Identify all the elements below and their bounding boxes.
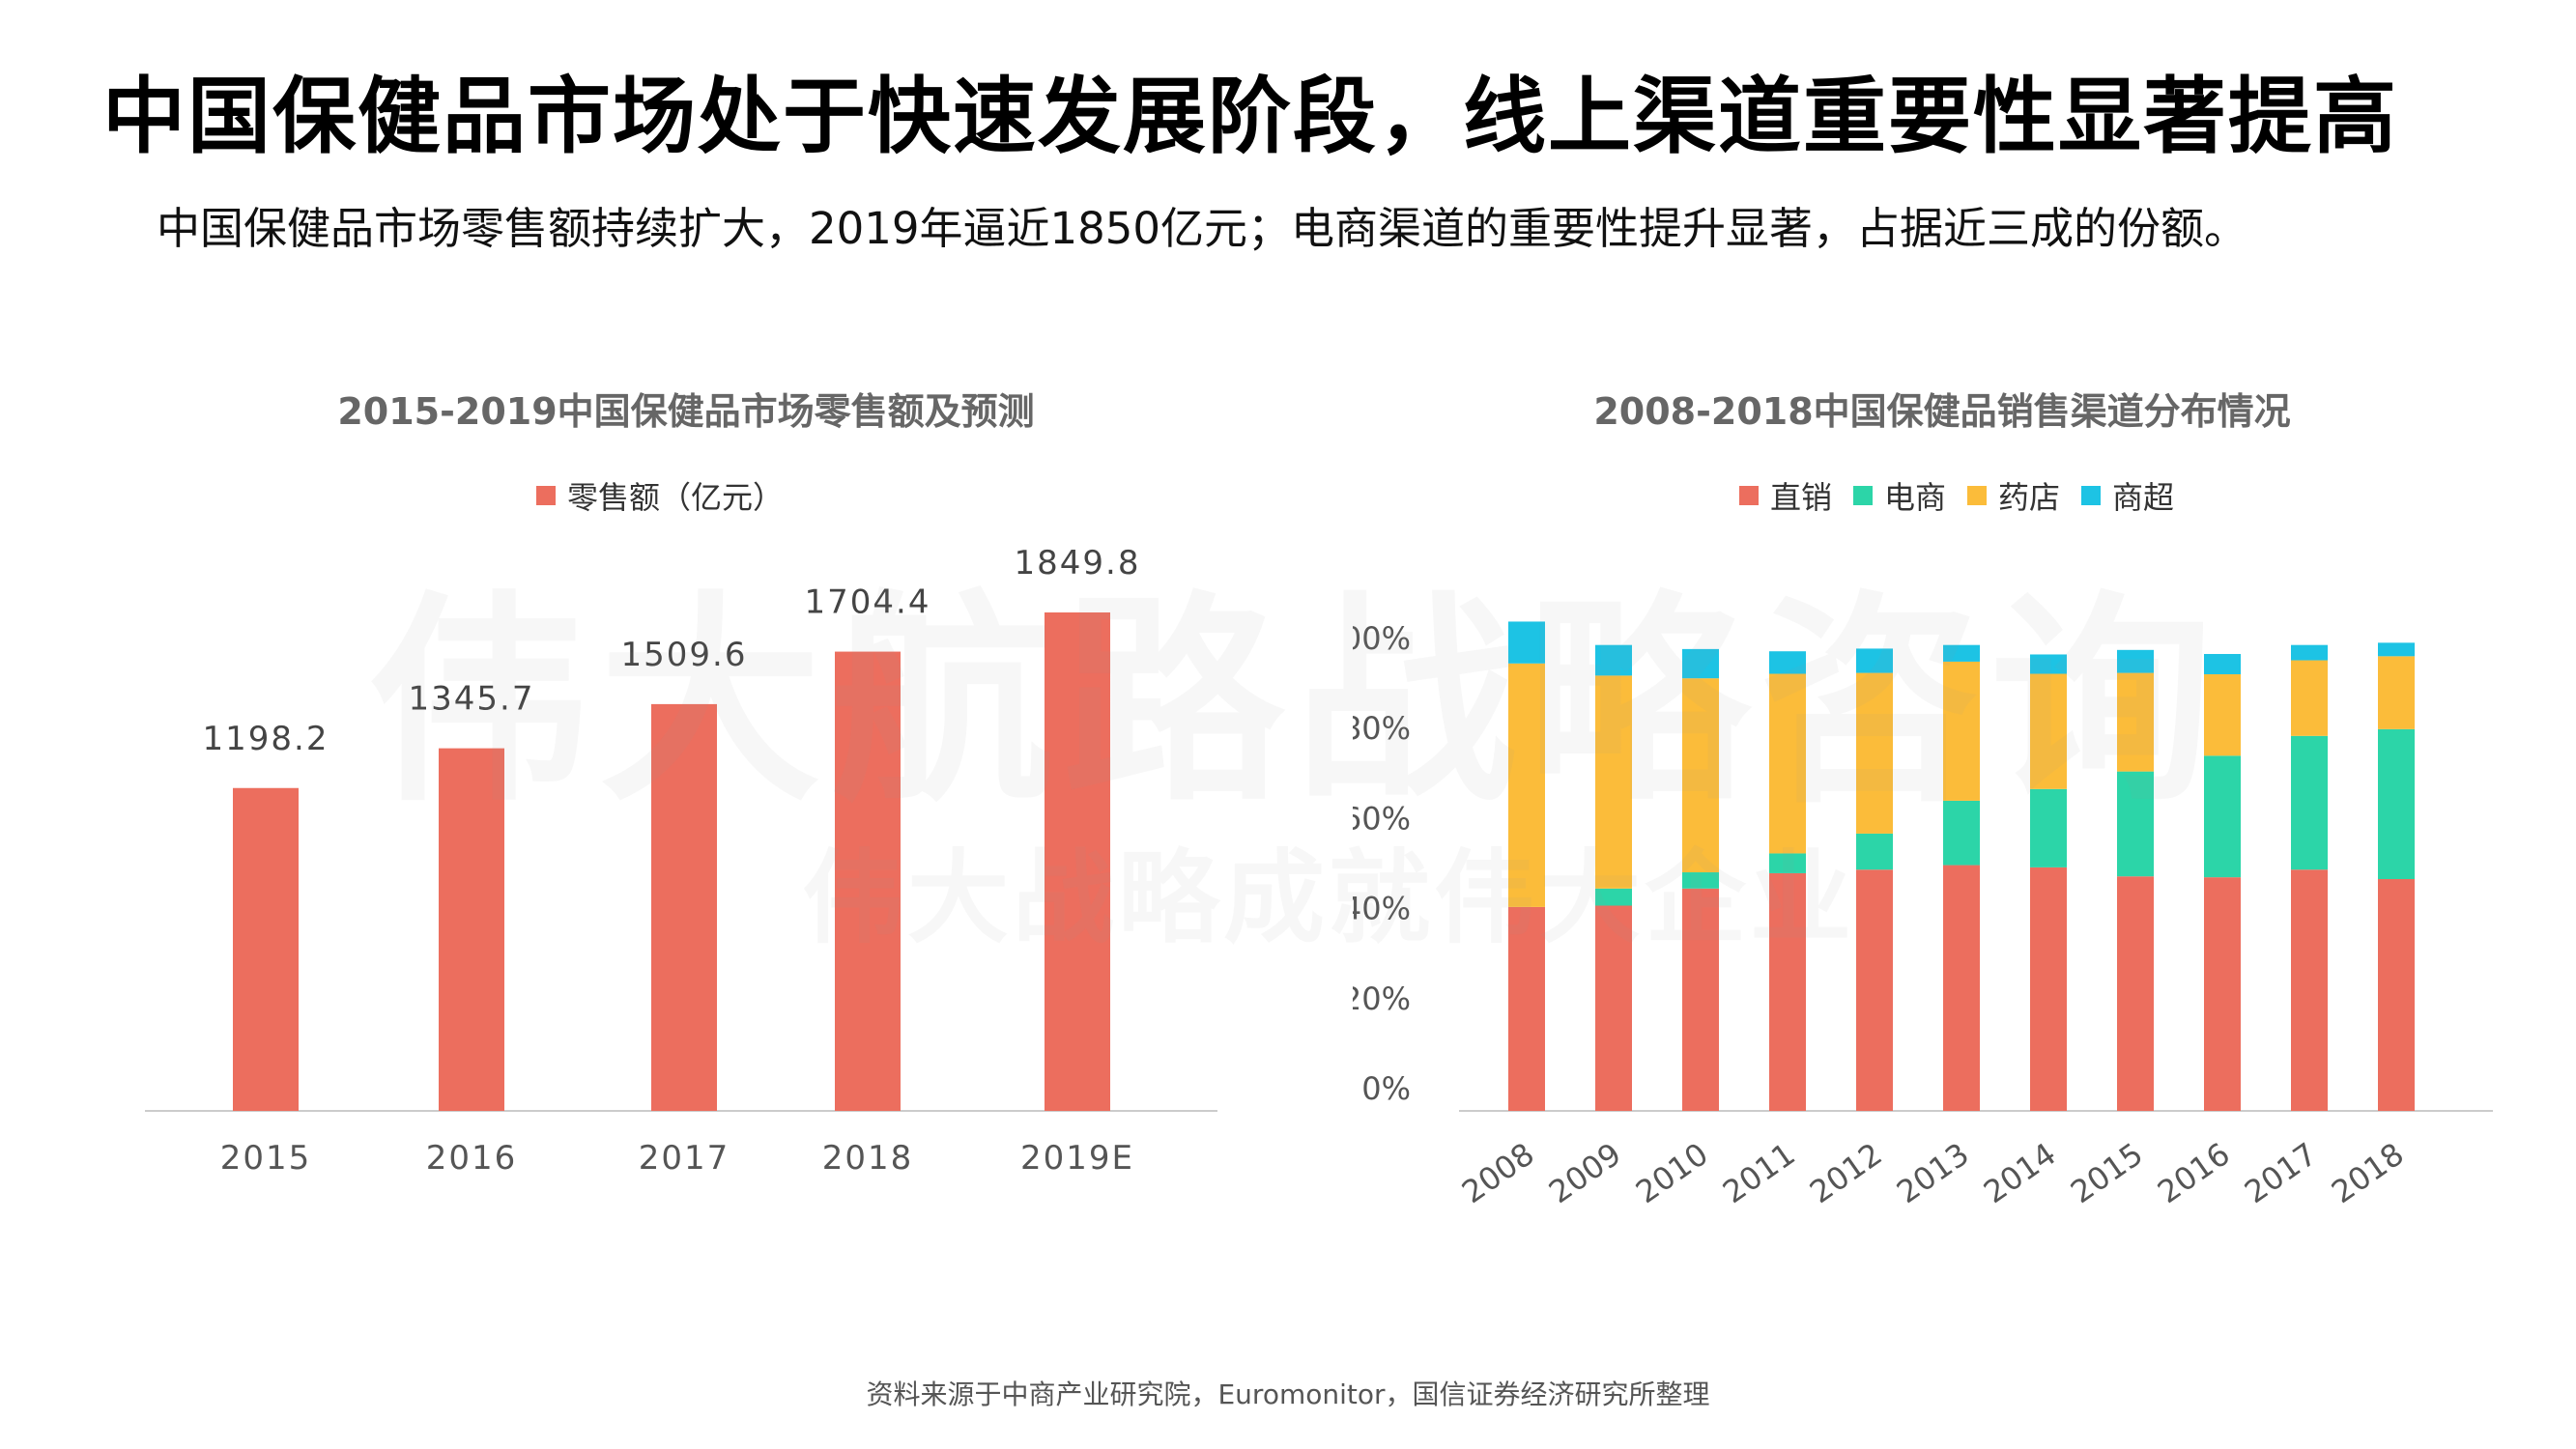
chart1-data-label: 1345.7 bbox=[409, 680, 535, 719]
chart2-bar-segment bbox=[2117, 649, 2154, 673]
chart2-y-tick-label: 40% bbox=[1353, 891, 1411, 927]
chart2-bar-segment bbox=[2030, 673, 2067, 789]
chart2-bar-segment bbox=[1943, 800, 1980, 866]
chart2-legend: 直销 电商 药店 商超 bbox=[1739, 473, 2195, 518]
chart2-legend-swatch bbox=[1739, 486, 1759, 505]
chart1-plot: 1198.2 2015 1345.7 2016 1509.6 2017 1704.4 2018… bbox=[145, 544, 1217, 1178]
chart2-bar-segment bbox=[1508, 906, 1545, 1111]
chart1-x-tick-label: 2017 bbox=[639, 1139, 730, 1178]
chart2-bar-segment bbox=[1595, 888, 1632, 906]
chart1-x-tick-label: 2019E bbox=[1020, 1139, 1134, 1178]
chart2-y-tick-label: 60% bbox=[1353, 800, 1411, 837]
chart2-bar-segment bbox=[2204, 877, 2241, 1111]
chart2-x-tick-label: 2017 bbox=[2238, 1135, 2324, 1210]
chart2-bar-segment bbox=[1508, 621, 1545, 664]
chart2-x-tick-label: 2013 bbox=[1890, 1135, 1976, 1210]
chart2-bar-segment bbox=[2030, 788, 2067, 867]
chart2-x-tick-label: 2014 bbox=[1977, 1135, 2063, 1210]
chart2-bar-segment bbox=[2117, 876, 2154, 1111]
chart1-x-tick-label: 2015 bbox=[220, 1139, 312, 1178]
chart2-x-tick-label: 2011 bbox=[1716, 1135, 1802, 1210]
chart2-x-tick-label: 2009 bbox=[1542, 1135, 1628, 1210]
chart2-legend-swatch bbox=[1853, 486, 1874, 505]
chart1-title: 2015-2019中国保健品市场零售额及预测 bbox=[337, 390, 1035, 433]
chart1-x-tick-label: 2016 bbox=[426, 1139, 518, 1178]
chart2-bar-segment bbox=[1856, 869, 1893, 1111]
chart2-legend-swatch bbox=[1967, 486, 1988, 505]
chart2-x-tick-label: 2008 bbox=[1455, 1135, 1541, 1210]
chart2-bar-segment bbox=[1682, 888, 1719, 1111]
chart2-bar-segment bbox=[1943, 661, 1980, 801]
chart2-legend-label: 直销 bbox=[1770, 479, 1833, 516]
chart1-bar bbox=[835, 651, 901, 1111]
chart2-bar-segment bbox=[1856, 648, 1893, 673]
chart2-bar-segment bbox=[2204, 654, 2241, 674]
chart1-legend-swatch bbox=[536, 486, 556, 505]
chart2-y-tick-label: 20% bbox=[1353, 980, 1411, 1017]
source-note: 资料来源于中商产业研究院，Euromonitor，国信证券经济研究所整理 bbox=[866, 1378, 1710, 1410]
chart2-bar-segment bbox=[2378, 656, 2415, 729]
chart1-data-label: 1704.4 bbox=[805, 583, 931, 622]
chart2-x-tick-label: 2015 bbox=[2064, 1135, 2150, 1210]
chart2-legend-item: 商超 bbox=[2081, 473, 2174, 518]
chart1-data-label: 1849.8 bbox=[1015, 544, 1141, 582]
chart2-bar-segment bbox=[1943, 865, 1980, 1111]
chart1-bar bbox=[651, 703, 717, 1111]
chart2-bar-segment bbox=[1682, 678, 1719, 873]
chart2-bar-segment bbox=[2030, 654, 2067, 674]
chart2-legend-item: 直销 bbox=[1739, 473, 1832, 518]
chart2-bar-segment bbox=[2378, 879, 2415, 1111]
chart2-legend-swatch bbox=[2081, 486, 2102, 505]
chart2-bar-segment bbox=[2204, 673, 2241, 756]
chart2-y-tick-label: 0% bbox=[1361, 1070, 1411, 1107]
chart2-bar-segment bbox=[2378, 728, 2415, 880]
chart2-bar-segment bbox=[2030, 867, 2067, 1111]
chart2-bar-segment bbox=[2291, 869, 2328, 1111]
chart2-x-tick-label: 2012 bbox=[1803, 1135, 1889, 1210]
chart2-bar-segment bbox=[1595, 905, 1632, 1111]
chart2-bar-segment bbox=[1769, 651, 1806, 674]
chart2-bar-segment bbox=[2378, 642, 2415, 657]
chart1-bar bbox=[439, 748, 504, 1111]
page-subtitle: 中国保健品市场零售额持续扩大，2019年逼近1850亿元；电商渠道的重要性提升显… bbox=[157, 203, 2248, 254]
chart2-legend-item: 电商 bbox=[1853, 473, 1946, 518]
chart1-data-label: 1198.2 bbox=[203, 720, 329, 758]
chart2-y-tick-label: 100% bbox=[1353, 620, 1411, 657]
chart2-bar-segment bbox=[1769, 673, 1806, 854]
chart2-legend-label: 药店 bbox=[1998, 479, 2061, 516]
chart2-bar-segment bbox=[1595, 675, 1632, 889]
chart2-bar-segment bbox=[2117, 672, 2154, 772]
chart2-bar-segment bbox=[2117, 771, 2154, 877]
chart1-x-tick-label: 2018 bbox=[822, 1139, 914, 1178]
chart2-y-tick-label: 80% bbox=[1353, 710, 1411, 747]
chart2-bar-segment bbox=[1769, 853, 1806, 873]
chart2-plot: 0%20%40%60%80%100%2008200920102011201220… bbox=[1353, 620, 2493, 1210]
chart2-legend-label: 商超 bbox=[2112, 479, 2175, 516]
chart2-bar-segment bbox=[1595, 644, 1632, 676]
chart2-bar-segment bbox=[1856, 672, 1893, 834]
chart2-legend-label: 电商 bbox=[1884, 479, 1947, 516]
chart2-bar-segment bbox=[1508, 663, 1545, 907]
chart2-bar-segment bbox=[1856, 833, 1893, 870]
chart2-bar-segment bbox=[1943, 644, 1980, 662]
chart2-bar-segment bbox=[1682, 648, 1719, 679]
chart1-data-label: 1509.6 bbox=[621, 636, 748, 674]
chart2-x-tick-label: 2018 bbox=[2325, 1135, 2411, 1210]
chart1-bar bbox=[1045, 612, 1110, 1111]
chart2-legend-item: 药店 bbox=[1967, 473, 2060, 518]
chart2-bar-segment bbox=[1769, 872, 1806, 1111]
chart2-title: 2008-2018中国保健品销售渠道分布情况 bbox=[1593, 390, 2291, 433]
chart2-bar-segment bbox=[2204, 755, 2241, 878]
chart2-bar-segment bbox=[2291, 660, 2328, 736]
chart2-bar-segment bbox=[2291, 735, 2328, 870]
chart1-legend-item: 零售额（亿元） bbox=[536, 473, 784, 518]
chart2-x-tick-label: 2010 bbox=[1629, 1135, 1715, 1210]
chart2-bar-segment bbox=[1682, 872, 1719, 889]
chart1-legend: 零售额（亿元） bbox=[536, 473, 805, 518]
chart2-bar-segment bbox=[2291, 644, 2328, 661]
page-title: 中国保健品市场处于快速发展阶段，线上渠道重要性显著提高 bbox=[102, 69, 2398, 165]
chart2-x-tick-label: 2016 bbox=[2151, 1135, 2237, 1210]
chart1-bar bbox=[233, 787, 299, 1111]
chart1-legend-label: 零售额（亿元） bbox=[567, 479, 785, 516]
